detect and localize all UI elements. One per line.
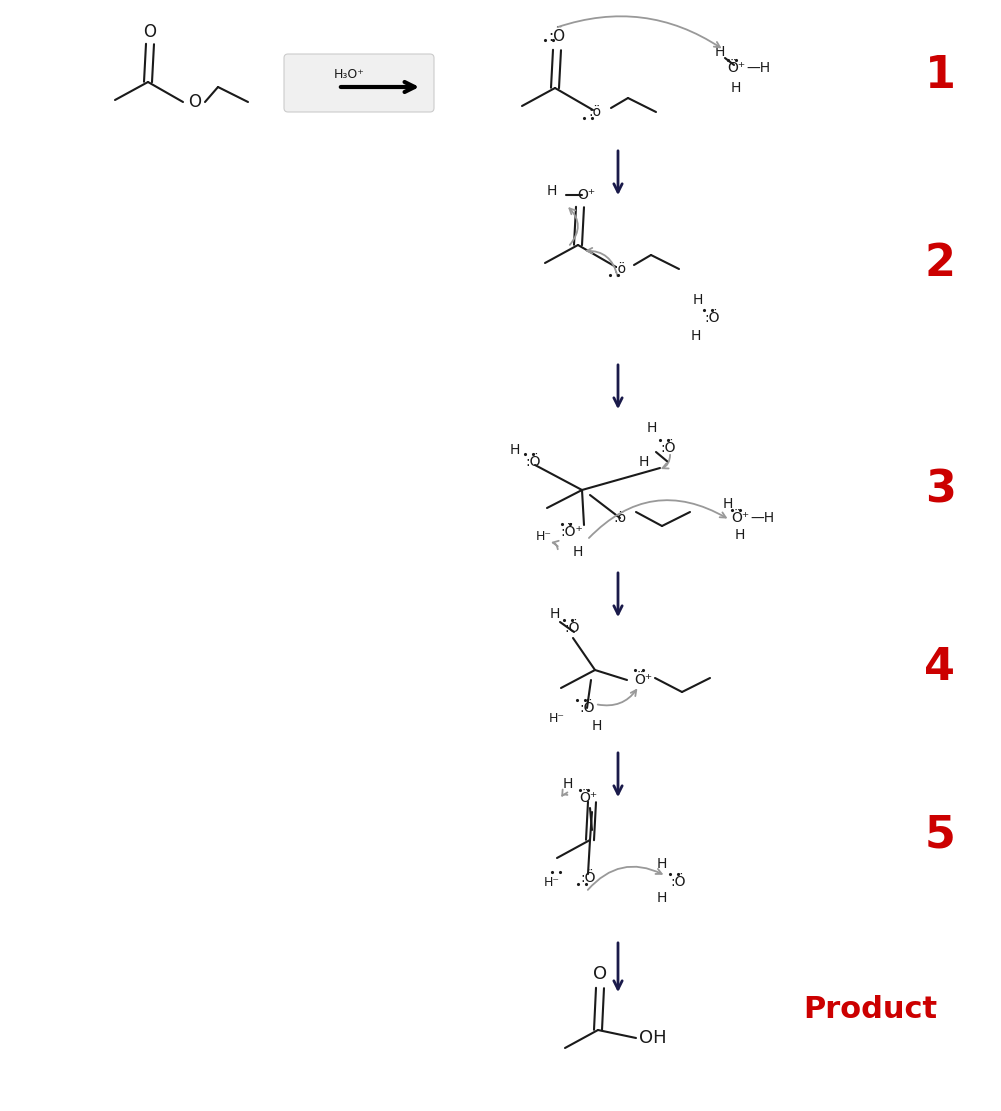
Text: Ö⁺: Ö⁺ — [579, 791, 597, 805]
Text: O: O — [188, 93, 201, 111]
Text: H: H — [563, 777, 574, 791]
Text: H: H — [573, 546, 584, 559]
Text: 2: 2 — [925, 241, 956, 284]
Text: :Ö: :Ö — [526, 456, 541, 469]
Text: 3: 3 — [925, 469, 955, 511]
Text: Ö⁺: Ö⁺ — [727, 61, 745, 76]
Text: O⁺: O⁺ — [577, 188, 595, 202]
Text: :Ö: :Ö — [705, 311, 720, 326]
Text: H: H — [550, 607, 561, 621]
Text: H⁻: H⁻ — [544, 875, 560, 889]
Text: :Ö: :Ö — [580, 701, 595, 715]
Text: :ö: :ö — [614, 262, 627, 276]
Text: H: H — [510, 443, 521, 457]
Text: 1: 1 — [925, 53, 956, 97]
Text: 5: 5 — [925, 813, 955, 857]
Text: O: O — [593, 965, 607, 983]
FancyBboxPatch shape — [284, 54, 434, 112]
Text: Product: Product — [803, 995, 937, 1024]
Text: —H: —H — [750, 511, 774, 526]
Text: H⁻: H⁻ — [549, 711, 565, 724]
Text: H: H — [657, 891, 668, 905]
Text: H: H — [715, 46, 725, 59]
Text: :ö: :ö — [589, 106, 602, 119]
Text: O: O — [143, 23, 156, 41]
Text: 4: 4 — [925, 647, 956, 690]
Text: :Ö: :Ö — [671, 875, 686, 889]
Text: —H: —H — [746, 61, 770, 76]
Text: :Ö: :Ö — [565, 621, 580, 635]
Text: H: H — [723, 497, 733, 511]
Text: OH: OH — [640, 1029, 667, 1047]
Text: :ö: :ö — [614, 511, 627, 526]
Text: H⁻: H⁻ — [536, 530, 552, 542]
Text: H: H — [657, 857, 668, 871]
Text: :Ö: :Ö — [661, 441, 676, 456]
Text: H: H — [647, 421, 658, 436]
Text: :Ö⁺: :Ö⁺ — [561, 526, 584, 539]
Text: :Ö: :Ö — [581, 871, 596, 885]
Text: H: H — [592, 719, 603, 733]
Text: H: H — [693, 293, 703, 307]
Text: :Ö: :Ö — [549, 29, 566, 43]
Text: H: H — [639, 456, 650, 469]
Text: H: H — [731, 81, 741, 96]
Text: H: H — [691, 329, 701, 343]
Text: Ö⁺: Ö⁺ — [634, 673, 652, 687]
Text: H: H — [735, 528, 745, 542]
Text: Ö⁺: Ö⁺ — [731, 511, 749, 526]
Text: H₃O⁺: H₃O⁺ — [333, 69, 364, 81]
Text: H: H — [547, 184, 558, 198]
